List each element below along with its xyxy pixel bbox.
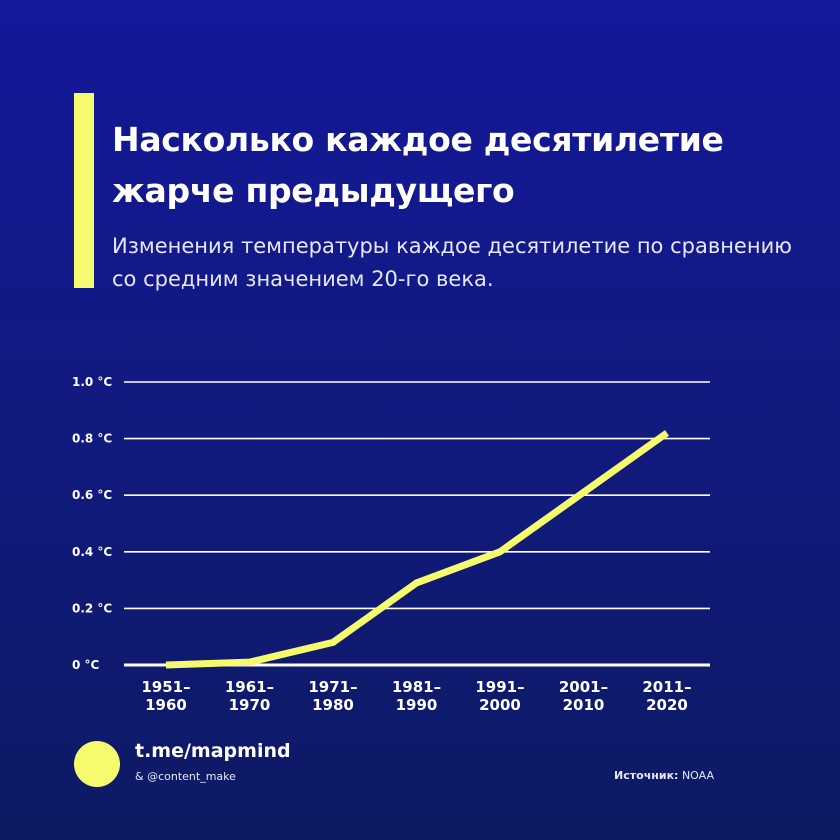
chart-subtitle: Изменения температуры каждое десятилетие…	[112, 234, 792, 291]
y-tick-label: 0 °C	[72, 658, 100, 672]
source-value: NOAA	[681, 769, 714, 782]
logo-circle	[74, 741, 120, 787]
series-line	[165, 430, 670, 669]
y-tick-label: 1.0 °C	[72, 375, 112, 389]
y-tick-label: 0.8 °C	[72, 432, 112, 446]
source-label: Источник:	[614, 769, 679, 782]
accent-bar	[74, 93, 94, 288]
brand-link[interactable]: t.me/mapmind	[135, 740, 291, 762]
x-tick-label: 1951– 1960	[141, 678, 190, 714]
x-tick-label: 2001– 2010	[559, 678, 608, 714]
x-tick-label: 1991– 2000	[475, 678, 524, 714]
brand-subtitle: & @content_make	[135, 770, 236, 783]
y-tick-label: 0.2 °C	[72, 601, 112, 615]
chart-title: Насколько каждое десятилетие жарче преды…	[112, 120, 724, 210]
y-tick-label: 0.4 °C	[72, 545, 112, 559]
x-tick-label: 1971– 1980	[308, 678, 357, 714]
x-tick-label: 2011– 2020	[642, 678, 691, 714]
x-tick-label: 1961– 1970	[225, 678, 274, 714]
x-tick-label: 1981– 1990	[392, 678, 441, 714]
line-chart: 0 °C 0.2 °C 0.4 °C 0.6 °C 0.8 °C 1.0 °C 1951– 1…	[72, 375, 710, 714]
y-tick-label: 0.6 °C	[72, 488, 112, 502]
source-credit: Источник: NOAA	[614, 769, 714, 782]
